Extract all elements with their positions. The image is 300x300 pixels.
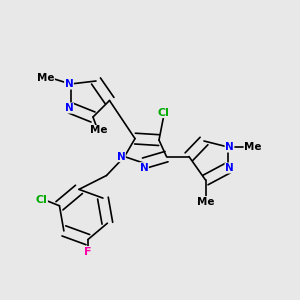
Text: Cl: Cl (158, 107, 169, 118)
Text: Me: Me (197, 196, 214, 207)
Text: N: N (116, 152, 125, 162)
Text: N: N (64, 103, 74, 113)
Text: N: N (64, 79, 74, 89)
Text: Me: Me (37, 73, 54, 83)
Text: Cl: Cl (35, 195, 47, 206)
Text: F: F (84, 247, 92, 256)
Text: N: N (225, 142, 234, 152)
Text: Me: Me (244, 142, 262, 152)
Text: Me: Me (90, 125, 108, 136)
Text: N: N (225, 163, 234, 173)
Text: N: N (140, 163, 148, 173)
